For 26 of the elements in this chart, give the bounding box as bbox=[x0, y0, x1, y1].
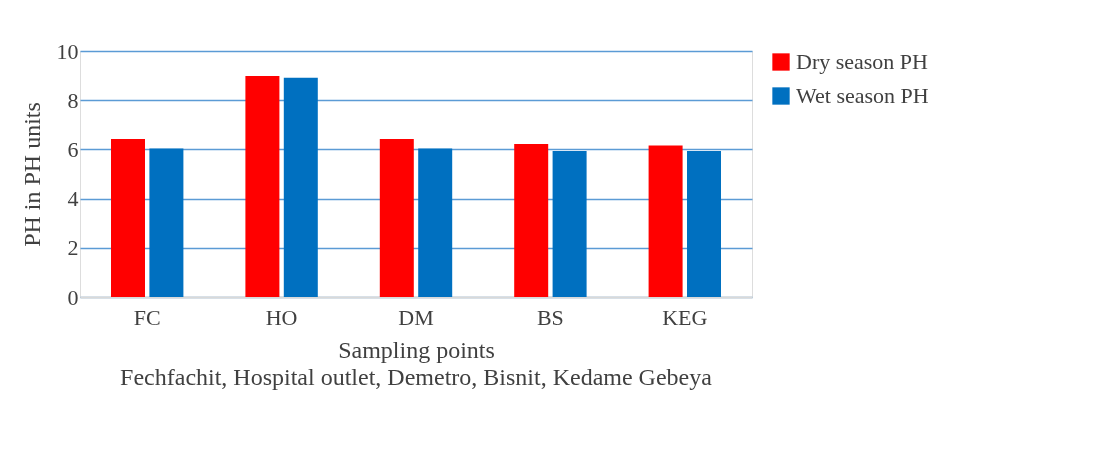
bar bbox=[245, 76, 280, 297]
text: Fechfachit, Hospital outlet, Demetro, Bisnit, Kedame Gebeya bbox=[120, 364, 713, 390]
bar bbox=[552, 151, 587, 297]
x-tick-label: KEG bbox=[662, 304, 708, 330]
y-tick-label: 8 bbox=[67, 87, 79, 113]
bar bbox=[418, 148, 453, 297]
bar bbox=[648, 145, 683, 297]
bar bbox=[514, 143, 549, 297]
x-tick-label: FC bbox=[133, 304, 161, 330]
bar bbox=[149, 148, 184, 297]
y-axis-title: PH in PH units bbox=[18, 102, 45, 247]
bar bbox=[687, 151, 721, 297]
y-tick-label: 6 bbox=[67, 136, 79, 162]
y-tick-label: 4 bbox=[67, 186, 79, 212]
bar bbox=[111, 139, 145, 297]
bar bbox=[379, 139, 414, 297]
y-tick-label: 10 bbox=[56, 38, 79, 64]
bar bbox=[283, 77, 318, 297]
x-axis-title: Sampling points bbox=[338, 336, 495, 363]
x-tick-label: HO bbox=[265, 304, 298, 330]
legend-label: Dry season PH bbox=[796, 49, 929, 74]
legend-label: Wet season PH bbox=[796, 83, 929, 108]
x-tick-label: BS bbox=[536, 304, 564, 330]
y-tick-label: 0 bbox=[67, 284, 79, 310]
y-tick-label: 2 bbox=[67, 235, 79, 261]
x-tick-label: DM bbox=[398, 304, 434, 330]
